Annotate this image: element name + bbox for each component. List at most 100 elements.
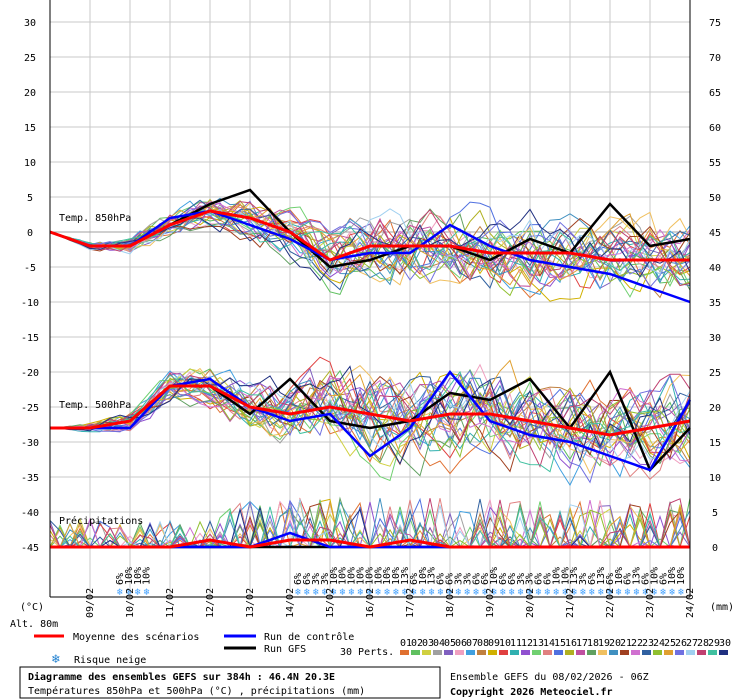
member-number: 11 bbox=[510, 638, 522, 649]
member-number: 28 bbox=[697, 638, 709, 649]
snowflake-icon: ❄ bbox=[126, 587, 133, 598]
snow-risk-pct: 10% bbox=[373, 567, 384, 585]
snowflake-icon: ❄ bbox=[482, 587, 489, 598]
snow-risk-pct: 10% bbox=[560, 567, 571, 585]
snow-risk-pct: 3% bbox=[311, 573, 322, 585]
member-swatch bbox=[642, 650, 651, 655]
mean-t850-line bbox=[49, 209, 690, 262]
member-number: 20 bbox=[609, 638, 621, 649]
snow-risk-pct: 6% bbox=[658, 573, 669, 585]
left-tick-label: -15 bbox=[21, 333, 39, 344]
member-swatch bbox=[653, 650, 662, 655]
x-tick-label: 12/02 bbox=[205, 588, 216, 618]
left-tick-label: -45 bbox=[21, 543, 39, 554]
snowflake-icon: ❄ bbox=[509, 587, 516, 598]
legend-mean: Moyenne des scénarios bbox=[73, 631, 199, 643]
member-swatch bbox=[477, 650, 486, 655]
x-tick-label: 14/02 bbox=[285, 588, 296, 618]
left-tick-label: 0 bbox=[27, 228, 33, 239]
right-tick-label: 55 bbox=[709, 158, 721, 169]
snowflake-icon: ❄ bbox=[429, 587, 436, 598]
member-swatch bbox=[620, 650, 629, 655]
snowflake-icon: ❄ bbox=[598, 587, 605, 598]
member-swatch bbox=[510, 650, 519, 655]
snow-risk-pct: 13% bbox=[569, 567, 580, 585]
x-tick-label: 22/02 bbox=[605, 588, 616, 618]
member-swatch bbox=[576, 650, 585, 655]
snowflake-icon: ❄ bbox=[357, 587, 364, 598]
x-tick-label: 15/02 bbox=[325, 588, 336, 618]
snow-risk-pct: 10% bbox=[142, 567, 153, 585]
x-tick-label: 20/02 bbox=[525, 588, 536, 618]
member-t500-line bbox=[49, 370, 691, 473]
left-tick-label: 25 bbox=[24, 53, 36, 64]
member-number: 27 bbox=[686, 638, 698, 649]
snow-risk-pct: 10% bbox=[614, 567, 625, 585]
snowflake-icon: ❄ bbox=[366, 587, 373, 598]
snowflake-icon: ❄ bbox=[634, 587, 641, 598]
snow-risk-pct: 10% bbox=[649, 567, 660, 585]
member-swatch bbox=[686, 650, 695, 655]
member-swatch bbox=[631, 650, 640, 655]
snowflake-icon: ❄ bbox=[545, 587, 552, 598]
member-number: 16 bbox=[565, 638, 577, 649]
member-swatch bbox=[488, 650, 497, 655]
snowflake-icon: ❄ bbox=[651, 587, 658, 598]
snowflake-icon: ❄ bbox=[411, 587, 418, 598]
right-tick-label: 0 bbox=[712, 543, 718, 554]
member-number: 06 bbox=[455, 638, 467, 649]
snow-risk-pct: 10% bbox=[364, 567, 375, 585]
copyright: Copyright 2026 Meteociel.fr bbox=[450, 686, 613, 698]
member-swatch bbox=[532, 650, 541, 655]
mean-t500-line bbox=[50, 384, 691, 437]
snowflake-icon: ❄ bbox=[117, 587, 124, 598]
snow-risk-pct: 6% bbox=[640, 573, 651, 585]
member-swatch bbox=[455, 650, 464, 655]
snow-risk-pct: 6% bbox=[543, 573, 554, 585]
snowflake-icon: ❄ bbox=[313, 587, 320, 598]
snow-risk-pct: 6% bbox=[498, 573, 509, 585]
right-tick-label: 60 bbox=[709, 123, 721, 134]
left-tick-label: -10 bbox=[21, 298, 39, 309]
legend-perts: 30 Perts. bbox=[340, 647, 394, 658]
snowflake-icon: ❄ bbox=[616, 587, 623, 598]
right-tick-label: 40 bbox=[709, 263, 721, 274]
snowflake-icon: ❄ bbox=[375, 587, 382, 598]
snowflake-icon: ❄ bbox=[447, 587, 454, 598]
member-number: 21 bbox=[620, 638, 632, 649]
right-tick-label: 65 bbox=[709, 88, 721, 99]
snow-risk-pct: 3% bbox=[320, 573, 331, 585]
member-number: 23 bbox=[642, 638, 654, 649]
member-number: 13 bbox=[532, 638, 544, 649]
member-swatch bbox=[411, 650, 420, 655]
right-unit: (mm) bbox=[710, 602, 734, 613]
chart-title: Diagramme des ensembles GEFS sur 384h : … bbox=[28, 671, 335, 683]
footer-box bbox=[19, 666, 441, 699]
left-tick-label: 10 bbox=[24, 158, 36, 169]
member-number: 12 bbox=[521, 638, 533, 649]
snowflake-icon: ❄ bbox=[295, 587, 302, 598]
member-number: 18 bbox=[587, 638, 599, 649]
snowflake-icon: ❄ bbox=[473, 587, 480, 598]
right-tick-label: 15 bbox=[709, 438, 721, 449]
snowflake-icon: ❄ bbox=[536, 587, 543, 598]
member-number: 19 bbox=[598, 638, 610, 649]
member-number: 15 bbox=[554, 638, 566, 649]
x-tick-label: 11/02 bbox=[165, 588, 176, 618]
snow-risk-row: ❄6%❄10%❄10%❄10%❄6%❄6%❄3%❄3%❄10%❄10%❄10%❄… bbox=[115, 567, 687, 598]
left-tick-label: -30 bbox=[21, 438, 39, 449]
main-lines bbox=[49, 188, 692, 549]
snow-risk-pct: 10% bbox=[676, 567, 687, 585]
left-tick-label: 5 bbox=[27, 193, 33, 204]
left-tick-label: 30 bbox=[24, 18, 36, 29]
member-number: 14 bbox=[543, 638, 555, 649]
member-number: 30 bbox=[719, 638, 731, 649]
snowflake-icon: ❄ bbox=[438, 587, 445, 598]
member-swatch bbox=[521, 650, 530, 655]
snow-risk-pct: 6% bbox=[507, 573, 518, 585]
member-number: 08 bbox=[477, 638, 489, 649]
member-swatch bbox=[565, 650, 574, 655]
legend-gfs: Run GFS bbox=[264, 644, 306, 655]
